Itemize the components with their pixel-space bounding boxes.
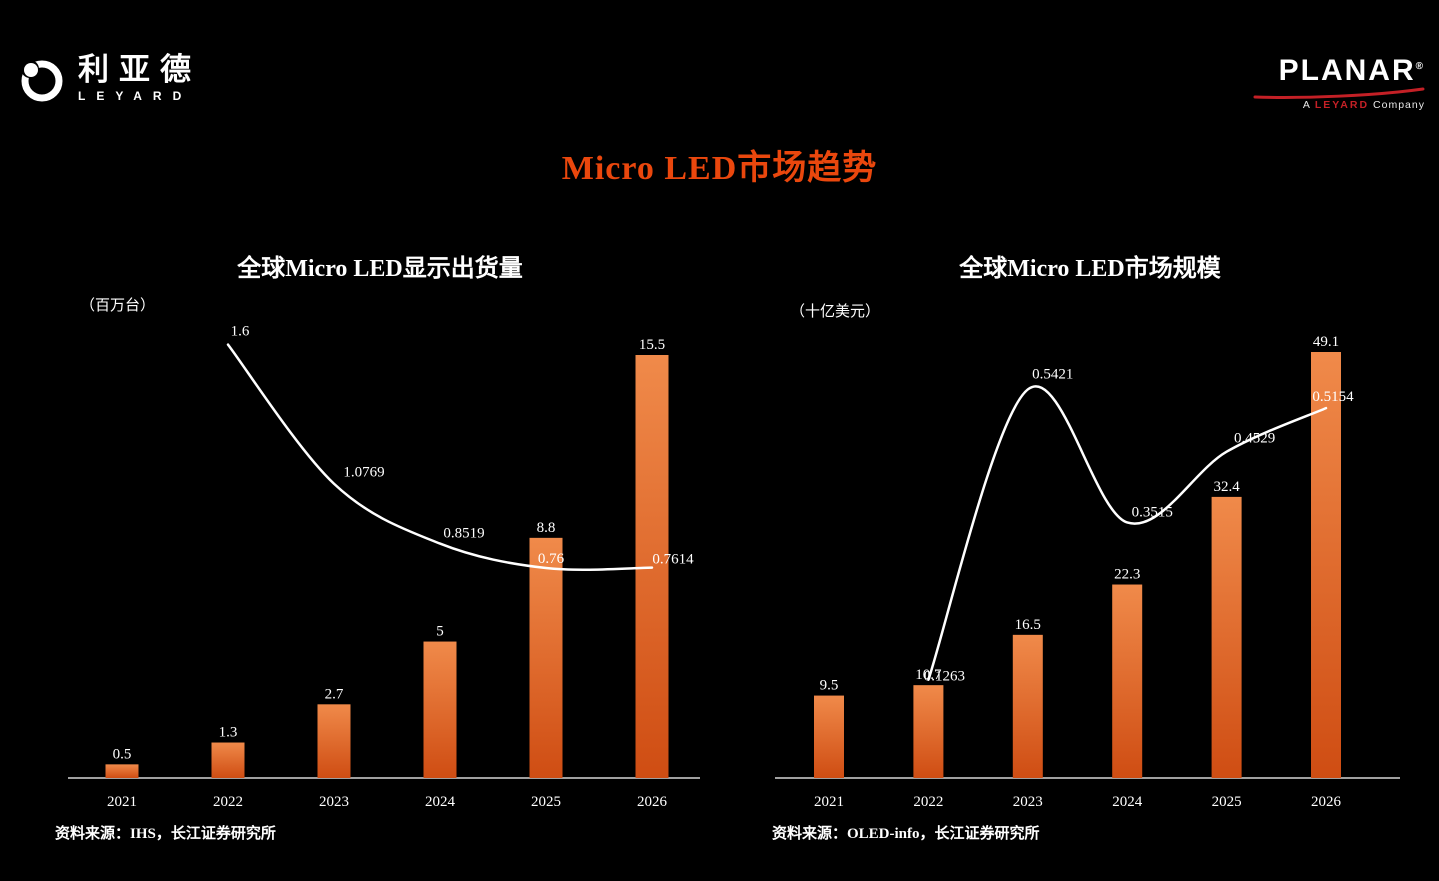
x-tick-label: 2021 (814, 794, 844, 810)
bar-value-label: 49.1 (1313, 334, 1339, 350)
growth-rate-line (927, 385, 1328, 681)
x-tick-label: 2025 (531, 794, 561, 810)
x-tick-label: 2021 (107, 794, 137, 810)
leyard-logo: 利亚德 LEYARD (16, 54, 201, 106)
bar-value-label: 22.3 (1114, 567, 1140, 583)
leyard-logo-en: LEYARD (78, 89, 193, 103)
bar-value-label: 1.3 (219, 725, 238, 741)
bar-2021 (105, 764, 139, 778)
planar-logo: PLANAR® A LEYARD Company (1245, 56, 1425, 111)
planar-tagline-suffix: Company (1373, 99, 1425, 111)
planar-swoosh-icon (1253, 87, 1425, 99)
line-value-label: 0.7614 (652, 552, 694, 568)
page-title: Micro LED市场趋势 (561, 150, 878, 187)
x-tick-label: 2026 (637, 794, 668, 810)
bar-2022 (211, 742, 245, 778)
registered-mark-icon: ® (1415, 61, 1425, 72)
bar-value-label: 0.5 (113, 746, 132, 762)
growth-rate-line (226, 343, 654, 571)
chart-title-market-size: 全球Micro LED市场规模 (959, 256, 1221, 282)
leyard-logo-icon (21, 60, 63, 102)
bar-2023 (317, 704, 351, 778)
bar-2025 (529, 537, 563, 778)
planar-wordmark: PLANAR® (1245, 56, 1425, 86)
leyard-logo-text: 利亚德 LEYARD (78, 54, 201, 103)
bar-value-label: 2.7 (325, 686, 344, 702)
x-tick-label: 2024 (425, 794, 456, 810)
bar-2024 (1112, 584, 1143, 778)
bar-value-label: 5 (436, 624, 444, 640)
bar-2023 (1012, 634, 1043, 778)
planar-tagline: A LEYARD Company (1245, 99, 1425, 111)
line-value-label: 0.5421 (1032, 366, 1073, 382)
leyard-logo-cn: 利亚德 (78, 52, 201, 87)
source-note-market-size: 资料来源：OLED-info，长江证券研究所 (772, 826, 1040, 842)
market-size-chart: 9.5202110.7202216.5202322.3202432.420254… (775, 334, 1400, 810)
line-value-label: 1.6 (231, 324, 250, 340)
bar-value-label: 32.4 (1213, 479, 1240, 495)
line-value-label: 0.4529 (1234, 431, 1275, 447)
unit-label-shipments: （百万台） (80, 298, 156, 314)
bar-2021 (814, 695, 844, 778)
line-value-label: 1.0769 (343, 465, 384, 481)
line-value-label: 0.3515 (1132, 504, 1173, 520)
bar-value-label: 8.8 (537, 520, 556, 536)
x-tick-label: 2025 (1212, 794, 1242, 810)
line-value-label: 0.5154 (1312, 389, 1354, 405)
x-tick-label: 2023 (319, 794, 349, 810)
x-tick-label: 2022 (213, 794, 243, 810)
bar-2022 (913, 685, 944, 778)
bar-value-label: 16.5 (1015, 617, 1041, 633)
unit-label-market-size: （十亿美元） (790, 304, 881, 320)
planar-wordmark-text: PLANAR (1278, 54, 1416, 87)
planar-tagline-brand: LEYARD (1314, 99, 1370, 111)
x-tick-label: 2024 (1112, 794, 1143, 810)
line-value-label: 0.76 (538, 551, 565, 567)
line-value-label: 0.1263 (924, 669, 965, 685)
source-note-shipments: 资料来源：IHS，长江证券研究所 (55, 826, 276, 842)
bar-value-label: 9.5 (820, 678, 839, 694)
x-tick-label: 2022 (913, 794, 943, 810)
planar-tagline-prefix: A (1302, 99, 1311, 111)
shipments-chart: 0.5 2021 1.3 2022 2.7 2023 5 2024 8.8 2025 15.5 202… (68, 324, 700, 810)
x-tick-label: 2023 (1013, 794, 1043, 810)
bar-2024 (423, 641, 457, 778)
bar-2025 (1211, 496, 1242, 778)
bar-value-label: 15.5 (639, 337, 665, 353)
x-tick-label: 2026 (1311, 794, 1342, 810)
line-value-label: 0.8519 (443, 526, 484, 542)
bar-2026 (1311, 352, 1341, 778)
chart-title-shipments: 全球Micro LED显示出货量 (237, 256, 523, 282)
